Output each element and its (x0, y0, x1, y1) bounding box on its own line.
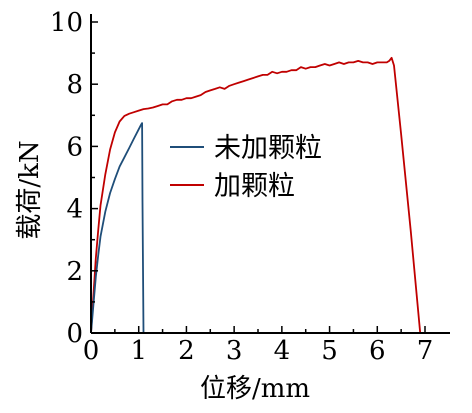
y-tick-label: 0 (66, 319, 83, 349)
x-tick-label: 5 (321, 336, 338, 366)
y-axis-title: 载荷/kN (15, 140, 45, 239)
x-tick-label: 7 (417, 336, 434, 366)
x-tick-label: 4 (274, 336, 291, 366)
legend-label: 未加颗粒 (214, 133, 322, 164)
series-line-with-particles (90, 56, 422, 334)
y-tick-label: 4 (66, 195, 83, 225)
y-tick-label: 8 (66, 70, 83, 100)
x-tick-label: 1 (130, 336, 147, 366)
series-layer (90, 56, 422, 334)
x-tick-label: 3 (226, 336, 243, 366)
series-line-no-particles (90, 122, 145, 334)
y-tick-label: 6 (66, 132, 83, 162)
y-tick-label: 2 (66, 257, 83, 287)
x-tick-label: 6 (369, 336, 386, 366)
x-axis-title: 位移/mm (200, 374, 310, 404)
x-tick-label: 0 (83, 336, 100, 366)
legend-label: 加颗粒 (214, 171, 295, 202)
x-tick-label: 2 (178, 336, 195, 366)
y-tick-label: 10 (50, 8, 83, 38)
axes-layer (90, 14, 450, 334)
